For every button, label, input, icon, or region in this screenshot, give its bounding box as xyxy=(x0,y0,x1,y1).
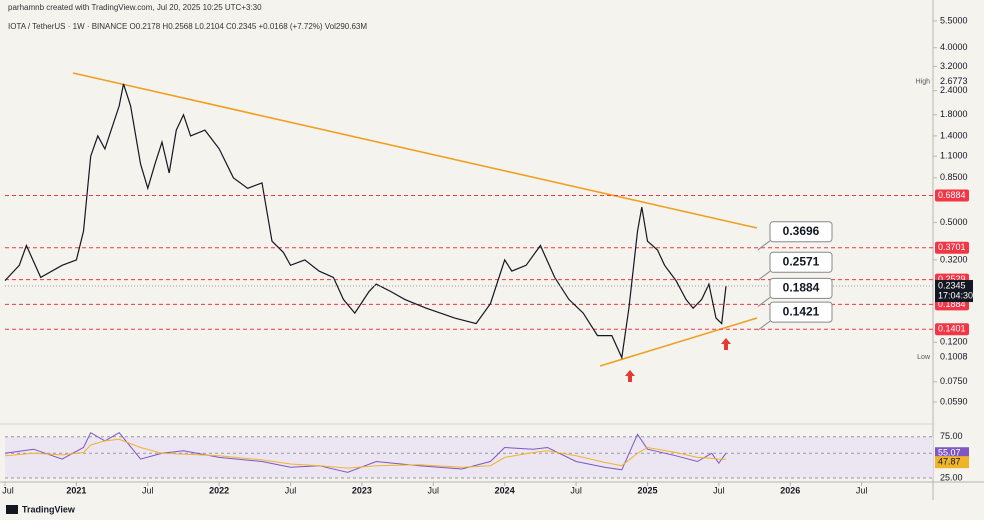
level-tag xyxy=(935,241,969,254)
rsi-tag xyxy=(935,456,969,469)
level-label: 0.6884 xyxy=(938,190,966,200)
level-label: 0.2529 xyxy=(938,274,966,284)
level-tag xyxy=(935,189,969,202)
level-label: 0.1884 xyxy=(938,299,966,309)
y-tick-label: 5.5000 xyxy=(940,15,968,25)
y-tick-label: 2.4000 xyxy=(940,85,968,95)
y-tick-label: 0.5000 xyxy=(940,217,968,227)
x-tick-label: Jul xyxy=(2,485,14,495)
callout-box xyxy=(769,221,833,243)
x-tick-label: Jul xyxy=(856,485,868,495)
x-tick-label: 2026 xyxy=(780,485,800,495)
callout-label: 0.3696 xyxy=(783,224,820,238)
callout-box xyxy=(769,301,833,323)
x-tick-label: Jul xyxy=(570,485,582,495)
trend-line xyxy=(599,317,758,367)
countdown: 17:04:30 xyxy=(938,290,973,300)
callout-label: 0.1421 xyxy=(783,304,820,318)
y-tick-label: 0.3200 xyxy=(940,254,968,264)
last-price: 0.2345 xyxy=(938,280,966,290)
rsi-value: 47.87 xyxy=(938,457,961,467)
callout-label: 0.2571 xyxy=(783,254,820,268)
rsi-value: 55.07 xyxy=(938,448,961,458)
callout-label: 0.1884 xyxy=(783,281,820,295)
level-tag xyxy=(935,323,969,336)
last-price-tag xyxy=(935,280,973,303)
x-tick-label: Jul xyxy=(713,485,725,495)
callout-pointer xyxy=(757,240,771,251)
rsi-band xyxy=(5,436,933,479)
callout-pointer xyxy=(757,270,771,281)
high-value: 2.6773 xyxy=(940,76,968,86)
chart-subtitle: IOTA / TetherUS · 1W · BINANCE O0.2178 H… xyxy=(8,22,367,31)
y-tick-label: 75.00 xyxy=(940,431,963,441)
arrow-up xyxy=(625,370,635,382)
logo xyxy=(6,505,18,514)
trend-line xyxy=(72,72,758,229)
y-tick-label: 4.0000 xyxy=(940,42,968,52)
y-tick-label: 1.4000 xyxy=(940,130,968,140)
callout-pointer xyxy=(757,297,771,307)
callout-pointer xyxy=(757,320,771,331)
level-label: 0.1401 xyxy=(938,324,966,334)
y-tick-label: 1.8000 xyxy=(940,109,968,119)
y-tick-label: 0.0750 xyxy=(940,376,968,386)
x-tick-label: Jul xyxy=(142,485,154,495)
price-line xyxy=(4,438,727,469)
x-tick-label: 2021 xyxy=(66,485,86,495)
x-tick-label: 2024 xyxy=(495,485,515,495)
x-tick-label: 2025 xyxy=(637,485,657,495)
callout-box xyxy=(769,251,833,273)
level-label: 0.3701 xyxy=(938,242,966,252)
y-tick-label: 1.1000 xyxy=(940,151,968,161)
price-line xyxy=(4,431,727,473)
y-tick-label: 25.00 xyxy=(940,472,963,482)
footer: TradingView xyxy=(22,504,76,514)
y-tick-label: 0.1200 xyxy=(940,337,968,347)
x-tick-label: Jul xyxy=(428,485,440,495)
y-tick-label: 0.8500 xyxy=(940,172,968,182)
y-tick-label: 0.0590 xyxy=(940,396,968,406)
arrow-up xyxy=(721,338,731,350)
chart-title: parhamnb created with TradingView.com, J… xyxy=(8,3,262,12)
x-tick-label: Jul xyxy=(285,485,297,495)
low-label: Low xyxy=(917,354,931,361)
y-tick-label: 3.2000 xyxy=(940,61,968,71)
price-line xyxy=(4,83,727,360)
low-value: 0.1008 xyxy=(940,351,968,361)
high-label: High xyxy=(916,78,931,85)
x-tick-label: 2022 xyxy=(209,485,229,495)
x-tick-label: 2023 xyxy=(352,485,372,495)
callout-box xyxy=(769,277,833,299)
